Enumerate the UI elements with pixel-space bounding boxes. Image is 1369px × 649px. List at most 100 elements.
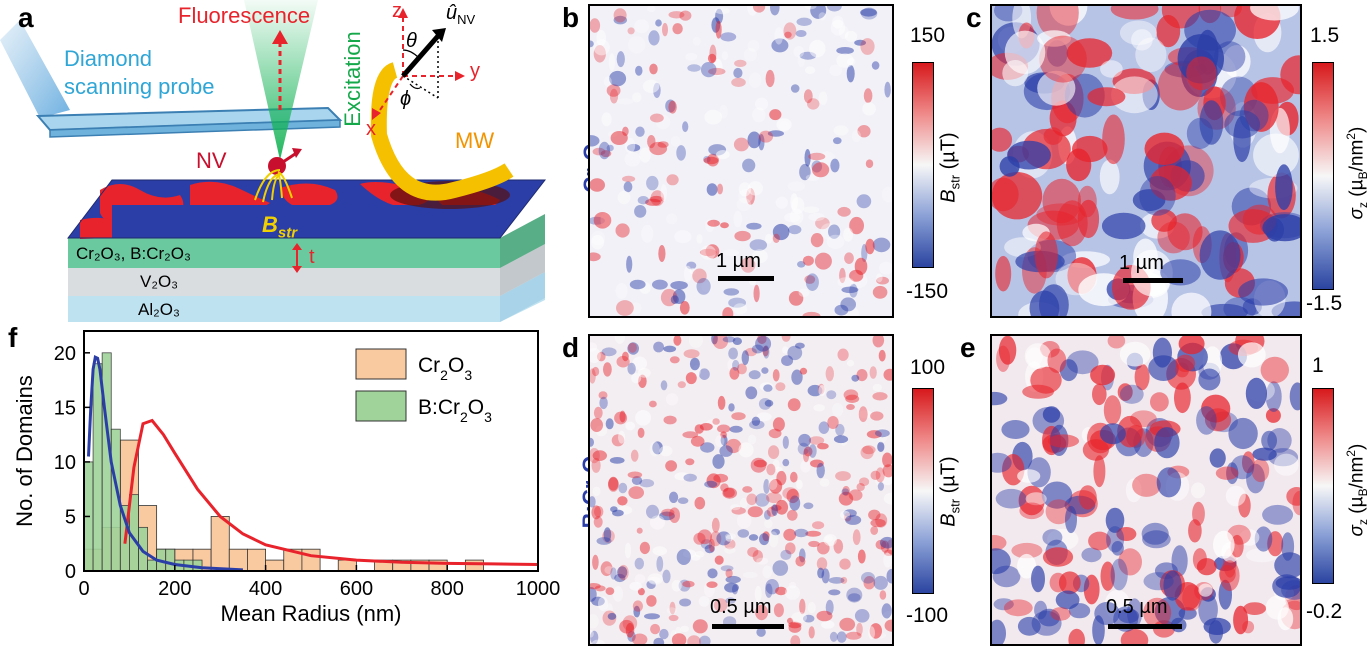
texture-blob [833,539,844,554]
texture-blob [821,620,835,629]
texture-blob [665,99,676,113]
texture-blob [742,158,756,173]
texture-blob [604,566,614,575]
texture-blob [798,288,810,297]
texture-blob [770,504,782,511]
texture-blob [1100,561,1115,591]
texture-blob [665,460,677,472]
texture-blob [747,506,763,518]
texture-blob [708,538,715,553]
texture-blob [616,98,634,105]
texture-blob [634,557,644,570]
texture-blob [591,505,601,520]
texture-blob [711,517,720,533]
texture-blob [736,513,752,529]
texture-blob [790,193,798,211]
texture-blob [614,573,626,583]
texture-blob [837,348,849,361]
texture-blob [772,369,780,382]
texture-blob [1198,368,1221,391]
texture-blob [805,273,819,292]
texture-blob [669,601,676,615]
texture-blob [846,65,855,83]
map-texture [992,336,1300,644]
texture-blob [594,506,604,518]
texture-blob [870,470,881,480]
texture-blob [807,602,816,614]
axis-y-label: y [470,60,480,82]
colorbar-d [912,388,934,594]
texture-blob [1277,607,1294,631]
texture-blob [635,126,645,137]
texture-blob [660,380,668,391]
texture-blob [704,544,715,554]
texture-blob [863,88,873,104]
texture-blob [590,178,605,192]
texture-blob [712,58,723,77]
texture-blob [1274,453,1299,476]
cbar-b-label: Bstr (µT) [937,132,963,203]
texture-blob [992,172,1043,220]
texture-blob [809,39,826,58]
texture-blob [841,286,859,294]
x-tick-label: 1000 [516,578,561,600]
texture-blob [743,47,757,62]
texture-blob [637,587,645,596]
texture-blob [711,336,718,345]
texture-blob [616,300,634,316]
texture-blob [1119,384,1144,404]
texture-blob [1111,76,1158,114]
texture-blob [858,406,868,423]
texture-blob [622,351,629,362]
texture-blob [768,531,779,548]
texture-blob [618,482,628,494]
texture-blob [699,368,710,380]
texture-blob [616,355,630,368]
texture-blob [862,445,876,455]
texture-blob [624,138,636,154]
texture-blob [800,460,811,473]
texture-blob [812,162,830,178]
texture-blob [881,186,892,203]
texture-blob [660,184,667,202]
texture-blob [768,478,778,490]
texture-blob [1119,20,1157,46]
texture-blob [1110,6,1159,20]
texture-blob [865,159,874,168]
texture-blob [1094,601,1120,626]
texture-blob [591,639,605,644]
texture-blob [808,212,825,222]
stray-field-map-cr2o3 [588,4,894,318]
texture-blob [618,564,629,581]
texture-blob [1118,548,1142,576]
texture-blob [767,130,784,137]
texture-blob [1196,406,1217,435]
texture-blob [751,249,768,264]
texture-blob [803,89,813,104]
texture-blob [694,551,705,558]
texture-blob [759,382,774,392]
texture-blob [608,476,619,491]
texture-blob [827,6,842,12]
texture-blob [677,497,689,504]
texture-blob [875,469,881,486]
texture-blob [860,38,875,55]
texture-blob [595,425,608,437]
texture-blob [837,277,854,288]
texture-blob [1156,467,1182,498]
texture-blob [722,307,734,316]
texture-blob [882,464,892,478]
texture-blob [723,288,740,296]
texture-blob [852,529,861,546]
texture-blob [623,181,633,193]
texture-blob [793,46,805,58]
texture-blob [803,206,820,214]
texture-blob [637,367,651,378]
texture-blob [854,39,866,46]
texture-blob [783,528,797,541]
texture-blob [992,391,1008,406]
panel-label-c: c [966,2,982,33]
texture-blob [1088,531,1111,551]
texture-blob [839,510,851,519]
texture-blob [683,473,697,482]
